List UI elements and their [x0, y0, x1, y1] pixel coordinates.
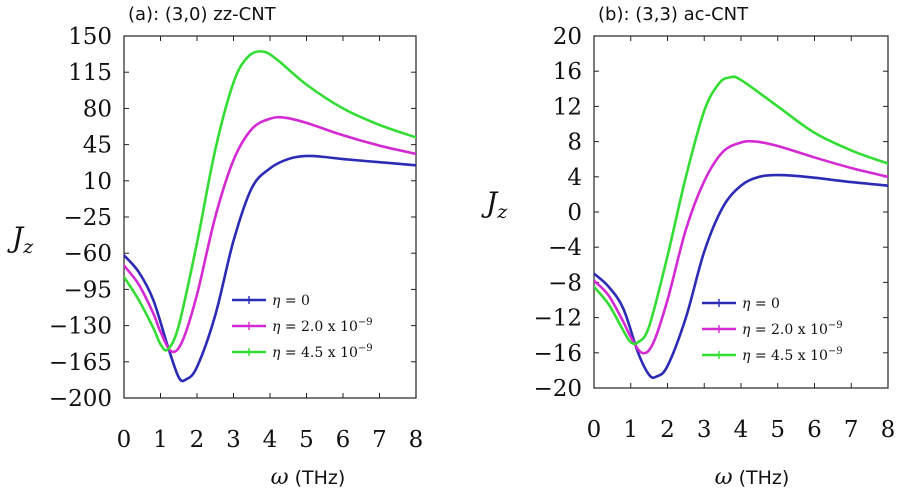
- x-tick-label: 7: [372, 427, 387, 453]
- x-tick-label: 8: [409, 427, 424, 453]
- legend-label: η = 2.0 x 10−9: [272, 317, 373, 335]
- y-tick-label: −25: [63, 205, 112, 231]
- y-tick-label: 20: [553, 24, 582, 50]
- y-tick-label: 8: [567, 130, 582, 156]
- y-tick-label: −60: [63, 241, 112, 267]
- y-tick-label: −130: [49, 314, 112, 340]
- y-tick-label: 16: [553, 59, 582, 85]
- legend-label: η = 4.5 x 10−9: [272, 343, 373, 361]
- legend-label: η = 0: [742, 296, 780, 312]
- y-tick-label: 0: [567, 200, 582, 226]
- y-tick-label: −200: [49, 386, 112, 412]
- x-tick-label: 3: [697, 417, 712, 443]
- y-tick-label: −16: [533, 341, 582, 367]
- plot-frame: [123, 35, 417, 399]
- x-tick-label: 0: [587, 417, 602, 443]
- x-tick-label: 8: [881, 417, 896, 443]
- legend: η = 0 η = 2.0 x 10−9 η = 4.5 x 10−9: [232, 293, 373, 361]
- x-tick-label: 5: [770, 417, 785, 443]
- x-tick-label: 4: [734, 417, 749, 443]
- x-tick-label: 1: [153, 427, 168, 453]
- panel-a-title: (a): (3,0) zz-CNT: [128, 4, 277, 25]
- x-tick-label: 0: [117, 427, 132, 453]
- y-tick-label: 45: [83, 133, 112, 159]
- panel-b-xlabel: ω (THz): [715, 465, 790, 490]
- y-tick-label: 12: [553, 94, 582, 120]
- series-line-0: [124, 154, 416, 383]
- series-line-1: [124, 115, 416, 354]
- y-tick-label: 10: [83, 169, 112, 195]
- panel-a-ylabel: Jz: [7, 221, 34, 258]
- panel-b-ac-cnt: (b): (3,3) ac-CNT Jz 201612840−4−8−12−16…: [481, 4, 895, 490]
- y-tick-label: 4: [567, 165, 582, 191]
- plot-frame: [593, 35, 889, 389]
- panel-a-xlabel: ω (THz): [271, 465, 346, 490]
- x-tick-label: 1: [623, 417, 638, 443]
- y-tick-label: −20: [533, 376, 582, 402]
- y-tick-label: 150: [68, 24, 112, 50]
- x-tick-label: 7: [844, 417, 859, 443]
- x-tick-label: 6: [807, 417, 822, 443]
- x-tick-label: 3: [226, 427, 241, 453]
- x-tick-label: 6: [336, 427, 351, 453]
- y-tick-label: 80: [83, 96, 112, 122]
- y-tick-label: −4: [548, 235, 582, 261]
- legend-label: η = 2.0 x 10−9: [742, 320, 843, 338]
- panel-a-zz-cnt: (a): (3,0) zz-CNT Jz 150115804510−25−60−…: [7, 4, 423, 490]
- series-line-2: [594, 75, 888, 346]
- x-tick-label: 4: [263, 427, 278, 453]
- series-line-1: [594, 139, 888, 355]
- legend-label: η = 4.5 x 10−9: [742, 346, 843, 364]
- y-tick-label: −12: [533, 306, 582, 332]
- y-tick-label: 115: [68, 60, 112, 86]
- series-line-2: [124, 50, 416, 352]
- x-tick-label: 2: [190, 427, 205, 453]
- panel-b-title: (b): (3,3) ac-CNT: [598, 4, 749, 25]
- legend: η = 0 η = 2.0 x 10−9 η = 4.5 x 10−9: [702, 296, 843, 364]
- x-tick-label: 2: [660, 417, 675, 443]
- x-tick-label: 5: [299, 427, 314, 453]
- y-tick-label: −95: [63, 277, 112, 303]
- panel-b-ylabel: Jz: [481, 186, 508, 223]
- y-tick-label: −8: [548, 270, 582, 296]
- legend-label: η = 0: [272, 293, 310, 309]
- y-tick-label: −165: [49, 350, 112, 376]
